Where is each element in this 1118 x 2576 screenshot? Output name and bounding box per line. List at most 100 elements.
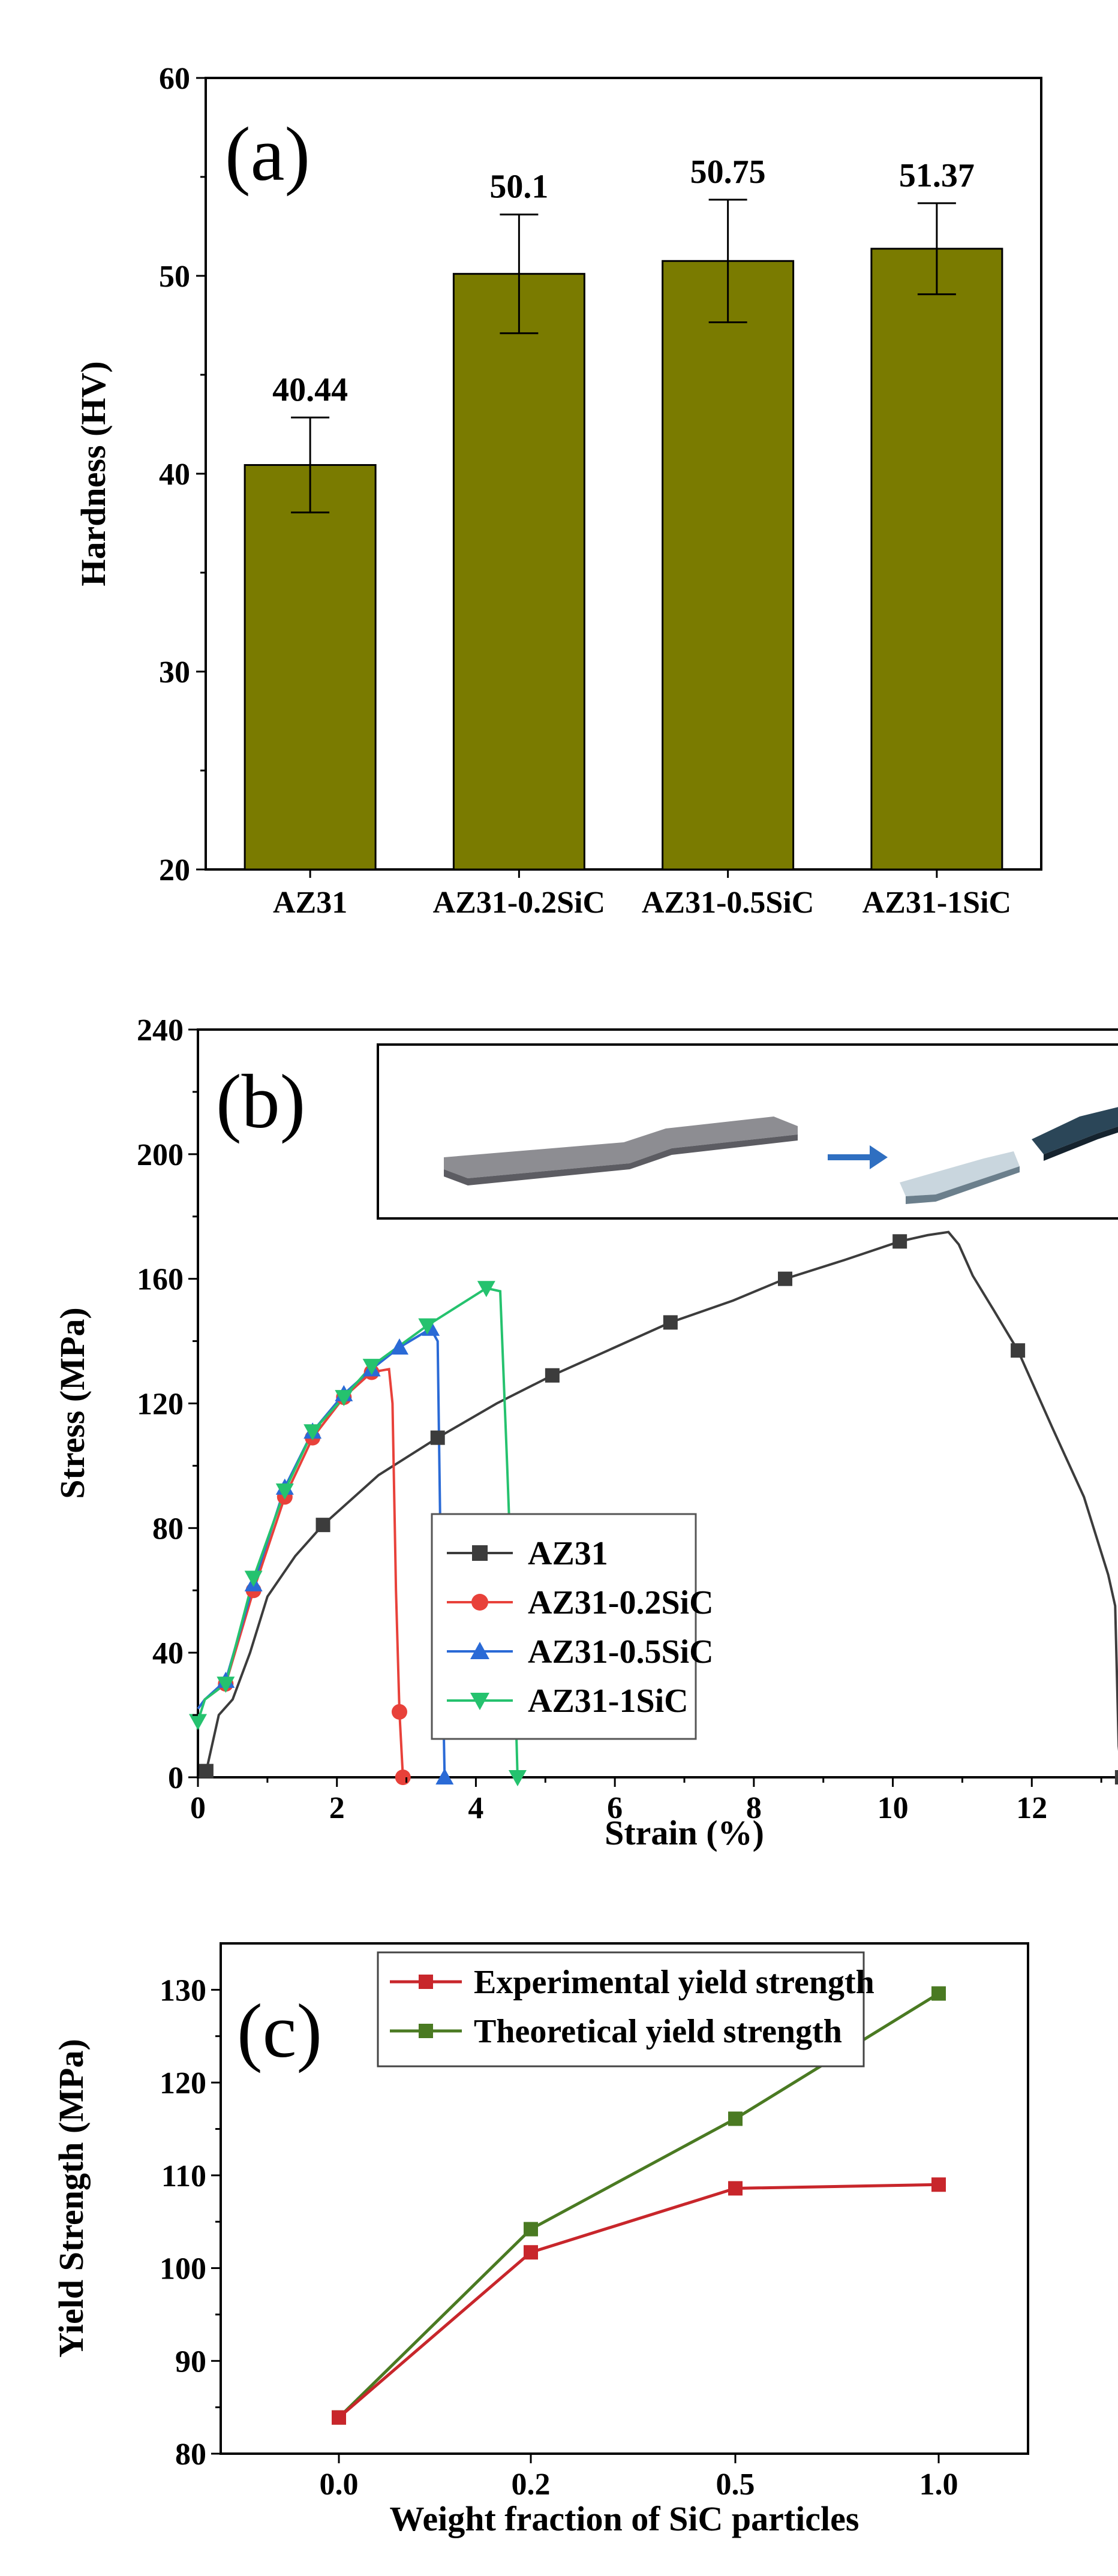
- y-tick-label: 80: [175, 2437, 206, 2472]
- value-label-3: 51.37: [899, 157, 975, 194]
- series-marker-az31-1sic: [189, 1714, 207, 1731]
- x-tick-label: 0.0: [320, 2467, 359, 2502]
- series-marker-az31-1sic: [477, 1281, 495, 1298]
- legend-label-experimental-yield-strength: Experimental yield strength: [474, 1964, 874, 2001]
- series-marker-az31: [892, 1234, 907, 1249]
- x-tick-label-az31-1sic: AZ31-1SiC: [862, 886, 1011, 920]
- series-marker-experimental-yield-strength: [332, 2410, 346, 2425]
- series-marker-az31-1sic: [244, 1570, 263, 1587]
- legend-label-az31: AZ31: [528, 1535, 608, 1572]
- panel-c-y-axis-label: Yield Strength (MPa): [52, 2039, 91, 2358]
- panel-b-x-ticks: 02468101214: [190, 1777, 1102, 1825]
- series-marker-az31: [663, 1315, 678, 1330]
- series-marker-az31: [1011, 1343, 1026, 1358]
- series-marker-experimental-yield-strength: [728, 2181, 743, 2196]
- panel-a-y-ticks: 20 30 40 50 60: [159, 62, 206, 887]
- panel-a-x-ticks: AZ31 AZ31-0.2SiC AZ31-0.5SiC AZ31-1SiC: [273, 869, 1011, 920]
- x-tick-label: 10: [877, 1791, 909, 1825]
- y-tick-label: 40: [159, 458, 190, 492]
- legend-label-az31-0.5sic: AZ31-0.5SiC: [528, 1633, 714, 1671]
- legend-marker-theoretical-yield-strength: [419, 2024, 433, 2038]
- series-marker-az31: [1114, 1770, 1118, 1784]
- panel-b-legend-entries: AZ31 AZ31-0.2SiC AZ31-0.5SiC AZ31-1SiC: [447, 1535, 714, 1720]
- series-marker-az31-0.5sic: [390, 1338, 408, 1355]
- legend-marker-az31: [472, 1545, 488, 1561]
- x-tick-label-az31-0.2sic: AZ31-0.2SiC: [433, 886, 605, 920]
- series-marker-az31: [199, 1764, 214, 1778]
- x-tick-label: 8: [746, 1791, 762, 1825]
- series-marker-az31-0.2sic: [391, 1704, 407, 1720]
- fractured-specimen-image: [900, 1107, 1118, 1204]
- y-tick-label: 90: [175, 2345, 206, 2379]
- legend-label-theoretical-yield-strength: Theoretical yield strength: [474, 2013, 842, 2050]
- x-tick-label: 0.2: [512, 2467, 551, 2502]
- y-tick-label: 130: [160, 1973, 206, 2008]
- x-tick-label: 1.0: [919, 2467, 958, 2502]
- series-marker-az31-1sic: [335, 1390, 353, 1407]
- series-marker-experimental-yield-strength: [524, 2245, 538, 2260]
- panel-c-y-ticks: 80 90 100 110 120 130: [160, 1973, 221, 2472]
- panel-a-error-bars: [291, 198, 956, 514]
- panel-c-label: (c): [237, 1988, 322, 2074]
- y-tick-label: 160: [137, 1263, 184, 1297]
- x-tick-label: 12: [1016, 1791, 1047, 1825]
- series-marker-theoretical-yield-strength: [728, 2111, 743, 2126]
- panel-c-legend: Experimental yield strength Theoretical y…: [377, 1951, 874, 2068]
- series-marker-az31-1sic: [418, 1318, 437, 1335]
- series-marker-az31-1sic: [303, 1424, 322, 1441]
- series-marker-az31: [430, 1430, 445, 1445]
- x-tick-label: 6: [607, 1791, 623, 1825]
- panel-a-value-labels: 40.44 50.1 50.75 51.37: [272, 154, 975, 408]
- panel-b-series-markers: [189, 1234, 1118, 1786]
- panel-c-x-axis-label: Weight fraction of SiC particles: [390, 2499, 859, 2538]
- bar-az31-1sic: [870, 248, 1003, 871]
- value-label-2: 50.75: [690, 154, 766, 191]
- panel-c-legend-box: [377, 1951, 865, 2068]
- y-tick-label: 80: [152, 1512, 184, 1546]
- y-tick-label: 240: [137, 1013, 184, 1048]
- series-line-az31-1sic: [197, 1287, 519, 1778]
- y-tick-label: 40: [152, 1636, 184, 1671]
- y-tick-label: 20: [159, 853, 190, 887]
- series-line-experimental-yield-strength: [338, 2183, 939, 2419]
- series-marker-az31-1sic: [508, 1770, 527, 1786]
- x-tick-label: 4: [468, 1791, 483, 1825]
- y-tick-label: 0: [168, 1761, 184, 1795]
- series-marker-az31-1sic: [362, 1359, 381, 1376]
- series-marker-az31: [315, 1518, 330, 1533]
- legend-label-az31-0.2sic: AZ31-0.2SiC: [528, 1584, 714, 1621]
- x-tick-label-az31-0.5sic: AZ31-0.5SiC: [642, 886, 814, 920]
- legend-marker-az31-1sic: [470, 1693, 489, 1710]
- arrow-icon: [828, 1145, 888, 1169]
- series-marker-az31: [545, 1368, 560, 1383]
- y-tick-label: 100: [160, 2252, 206, 2286]
- panel-b-y-axis-label: Stress (MPa): [53, 1307, 92, 1498]
- value-label-1: 50.1: [489, 168, 548, 206]
- panel-c-x-ticks: 0.0 0.2 0.5 1.0: [320, 2454, 958, 2502]
- panel-c-yield-strength-chart: (c) 0.0 0.2 0.5 1.0 80 90 100 110 120 130 Weight…: [52, 1942, 1029, 2538]
- bar-az31-0.2sic: [452, 273, 585, 871]
- x-tick-label: 0.5: [716, 2467, 755, 2502]
- series-marker-az31-0.5sic: [435, 1768, 454, 1784]
- y-tick-label: 50: [159, 260, 190, 294]
- bar-az31-0.5sic: [662, 260, 795, 871]
- panel-c-legend-entries: Experimental yield strength Theoretical y…: [390, 1964, 874, 2050]
- panel-b-legend: AZ31 AZ31-0.2SiC AZ31-0.5SiC AZ31-1SiC: [431, 1513, 714, 1740]
- series-line-az31: [198, 1230, 1118, 1778]
- value-label-0: 40.44: [272, 371, 348, 408]
- panel-b-y-ticks: 0 40 80 120 160 200 240: [137, 1013, 198, 1795]
- series-marker-experimental-yield-strength: [931, 2177, 946, 2192]
- intact-specimen-image: [444, 1117, 798, 1185]
- x-tick-label: 2: [329, 1791, 345, 1825]
- tensile-specimen-inset: [377, 1043, 1118, 1220]
- legend-label-az31-1sic: AZ31-1SiC: [528, 1683, 689, 1720]
- legend-marker-az31-0.2sic: [471, 1594, 488, 1611]
- panel-a-bars: [244, 248, 1003, 871]
- y-tick-label: 120: [137, 1388, 184, 1422]
- panel-a-y-axis-label: Hardness (HV): [74, 361, 113, 586]
- legend-marker-az31-0.5sic: [470, 1642, 489, 1659]
- series-line-az31-0.2sic: [197, 1367, 404, 1778]
- y-tick-label: 120: [160, 2066, 206, 2100]
- series-marker-theoretical-yield-strength: [524, 2222, 538, 2237]
